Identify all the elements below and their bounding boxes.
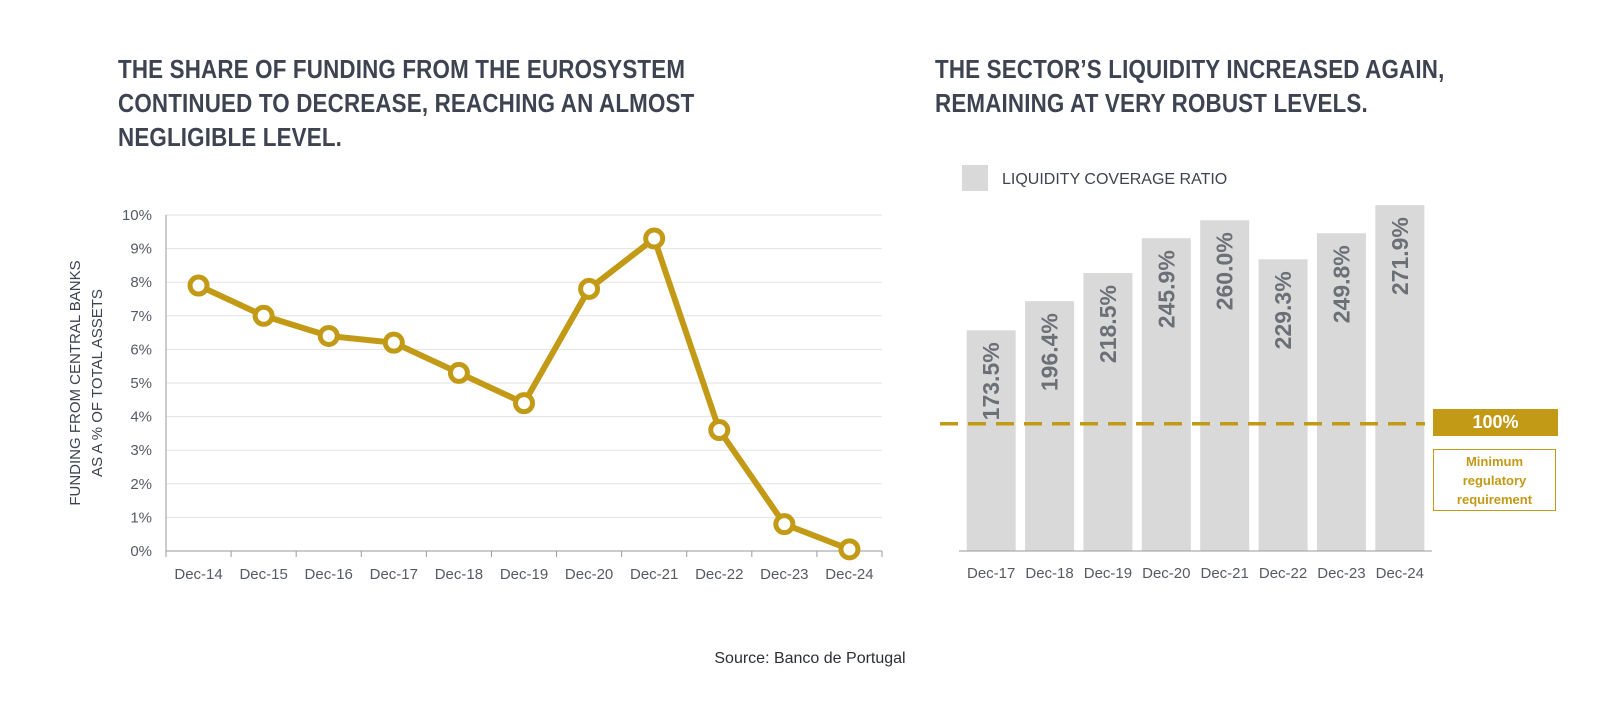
bar: [1375, 205, 1425, 552]
bar-value-label: 245.9%: [1153, 250, 1179, 328]
y-tick-label: 5%: [130, 375, 152, 392]
x-tick-label: Dec-22: [695, 566, 743, 583]
y-tick-label: 0%: [130, 543, 152, 560]
x-tick-label: Dec-14: [174, 566, 222, 583]
x-tick-label: Dec-15: [239, 566, 287, 583]
bar: [1025, 301, 1075, 551]
left-chart-title: THE SHARE OF FUNDING FROM THE EUROSYSTEM…: [118, 54, 695, 152]
bar-chart: LIQUIDITY COVERAGE RATIO 173.5% 196.4% 218.…: [940, 165, 1432, 582]
data-point: [187, 274, 210, 297]
line-chart: 0% 1% 2% 3% 4% 5% 6% 7% 8% 9% 10% Dec-14 Dec-15 Dec-1…: [67, 207, 883, 583]
y-tick-label: 4%: [130, 409, 152, 426]
legend-label: LIQUIDITY COVERAGE RATIO: [1002, 171, 1227, 188]
x-tick-label: Dec-19: [500, 566, 548, 583]
data-point: [838, 538, 861, 561]
y-tick-label: 7%: [130, 308, 152, 325]
y-tick-label: 10%: [122, 207, 152, 224]
x-tick-label: Dec-18: [1025, 565, 1073, 582]
bar-value-label: 249.8%: [1328, 245, 1354, 323]
data-point: [382, 331, 405, 354]
data-point: [317, 324, 340, 347]
y-tick-label: 9%: [130, 241, 152, 258]
x-tick-label: Dec-16: [305, 566, 353, 583]
reference-line-label: 100%: [1433, 409, 1558, 436]
x-tick-label: Dec-20: [565, 566, 613, 583]
x-tick-label: Dec-23: [760, 566, 808, 583]
y-tick-label: 2%: [130, 476, 152, 493]
y-tick-label: 8%: [130, 274, 152, 291]
x-tick-label: Dec-24: [825, 566, 873, 583]
bar-value-label: 229.3%: [1270, 271, 1296, 349]
x-tick-label: Dec-24: [1376, 565, 1424, 582]
bar-value-label: 260.0%: [1212, 232, 1238, 310]
bar-value-label: 271.9%: [1387, 217, 1413, 295]
data-point: [708, 419, 731, 442]
bar-value-label: 218.5%: [1095, 285, 1121, 363]
right-chart-title: THE SECTOR’S LIQUIDITY INCREASED AGAIN, …: [935, 54, 1445, 118]
y-tick-label: 1%: [130, 509, 152, 526]
y-axis-label: FUNDING FROM CENTRAL BANKS: [67, 260, 84, 505]
x-tick-label: Dec-18: [435, 566, 483, 583]
data-point: [252, 304, 275, 327]
y-axis-label: AS A % OF TOTAL ASSETS: [89, 289, 106, 477]
data-point: [773, 513, 796, 536]
bar: [1316, 233, 1366, 552]
bar-value-label: 196.4%: [1037, 313, 1063, 391]
data-point: [447, 361, 470, 384]
x-tick-label: Dec-20: [1142, 565, 1190, 582]
bar: [1141, 238, 1191, 551]
x-tick-label: Dec-19: [1084, 565, 1132, 582]
x-tick-label: Dec-22: [1259, 565, 1307, 582]
bar: [1200, 220, 1250, 551]
x-tick-label: Dec-21: [630, 566, 678, 583]
x-tick-label: Dec-17: [967, 565, 1015, 582]
legend-swatch: [962, 165, 988, 191]
data-point: [513, 392, 535, 415]
x-tick-label: Dec-21: [1201, 565, 1249, 582]
y-tick-label: 3%: [130, 442, 152, 459]
bar: [966, 330, 1016, 551]
bar: [1083, 273, 1133, 551]
data-point: [643, 227, 666, 250]
bar-value-label: 173.5%: [978, 342, 1004, 420]
x-tick-label: Dec-23: [1317, 565, 1365, 582]
bar: [1258, 259, 1308, 551]
data-point: [578, 277, 601, 300]
x-tick-label: Dec-17: [370, 566, 418, 583]
y-tick-label: 6%: [130, 341, 152, 358]
source-note: Source: Banco de Portugal: [714, 650, 906, 667]
reference-line-note: Minimum regulatory requirement: [1433, 449, 1556, 511]
